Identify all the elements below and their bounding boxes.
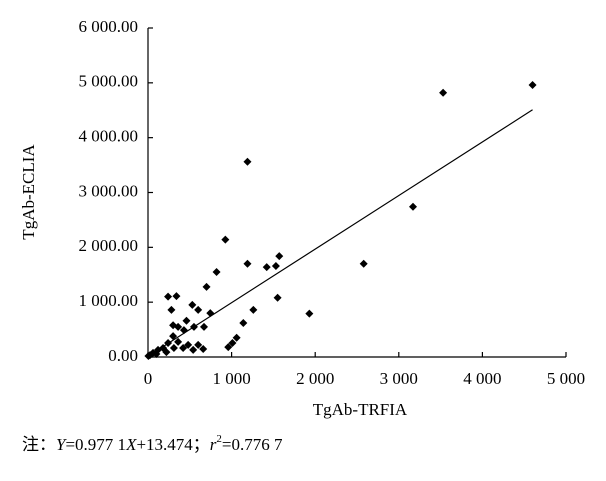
point <box>169 343 178 352</box>
y-tick-label: 6 000.00 <box>79 17 139 36</box>
point <box>305 309 314 318</box>
point <box>152 349 161 358</box>
point <box>167 305 176 314</box>
point <box>271 261 280 270</box>
point <box>359 259 368 268</box>
x-tick-label: 3 000 <box>380 369 418 388</box>
point <box>164 339 173 348</box>
point <box>174 337 183 346</box>
point <box>528 81 537 90</box>
point <box>164 292 173 301</box>
note-part: =0.977 1 <box>65 435 126 454</box>
x-tick-label: 4 000 <box>463 369 501 388</box>
point <box>200 322 209 331</box>
y-tick-label: 0.00 <box>108 346 138 365</box>
point <box>189 345 198 354</box>
point <box>221 235 230 244</box>
x-tick-label: 5 000 <box>547 369 585 388</box>
point <box>232 333 241 342</box>
point <box>409 202 418 211</box>
point <box>144 352 153 361</box>
y-tick-label: 3 000.00 <box>79 181 139 200</box>
point <box>189 322 198 331</box>
point <box>184 340 193 349</box>
x-tick-label: 0 <box>144 369 153 388</box>
point <box>179 343 188 352</box>
point <box>239 319 248 328</box>
point <box>262 263 271 272</box>
x-axis-title: TgAb-TRFIA <box>313 400 408 419</box>
y-tick-label: 5 000.00 <box>79 72 139 91</box>
point <box>188 300 197 309</box>
point <box>194 340 203 349</box>
x-tick-label: 1 000 <box>212 369 250 388</box>
point <box>174 322 183 331</box>
note-part: 2 <box>216 433 222 445</box>
point <box>224 343 233 352</box>
note-part: r <box>210 435 217 454</box>
point <box>169 332 178 341</box>
point <box>162 348 171 357</box>
y-tick-label: 4 000.00 <box>79 127 139 146</box>
point <box>228 339 237 348</box>
point <box>182 316 191 325</box>
x-tick-label: 2 000 <box>296 369 334 388</box>
point <box>212 268 221 277</box>
point <box>172 292 181 301</box>
point <box>249 305 258 314</box>
point <box>243 157 252 166</box>
point <box>179 326 188 335</box>
point <box>202 282 211 291</box>
y-tick-label: 1 000.00 <box>79 291 139 310</box>
point <box>273 293 282 302</box>
note-part: +13.474； <box>136 435 209 454</box>
note-part: Y <box>56 435 67 454</box>
point <box>206 309 215 318</box>
point <box>439 88 448 97</box>
note: 注：Y=0.977 1X+13.474；r2=0.776 7 <box>22 433 283 454</box>
trendline <box>148 109 533 357</box>
point <box>199 345 208 354</box>
point <box>275 252 284 261</box>
note-part: =0.776 7 <box>222 435 283 454</box>
y-tick-label: 2 000.00 <box>79 236 139 255</box>
note-part: X <box>125 435 137 454</box>
y-axis-title: TgAb-ECLIA <box>19 144 38 240</box>
point <box>194 305 203 314</box>
note-part: 注： <box>22 435 56 454</box>
point <box>243 259 252 268</box>
